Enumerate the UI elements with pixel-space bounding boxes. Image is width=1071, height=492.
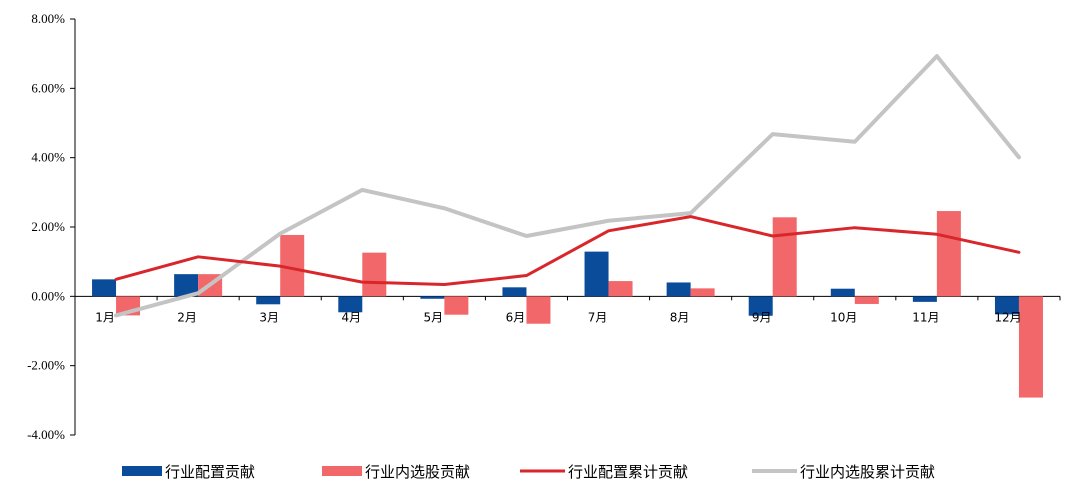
x-tick-label: 6月 [506,310,526,324]
bar-series [92,211,1043,398]
bar-allocation-6 [502,287,527,297]
line-series [114,54,1021,318]
x-tick-label: 9月 [752,310,772,324]
bar-allocation-8 [666,282,691,297]
legend-swatch [322,466,362,476]
x-tick-label: 8月 [670,310,690,324]
bar-selection-12 [1018,296,1043,398]
bar-allocation-3 [256,296,281,305]
bar-allocation-7 [584,251,609,297]
x-tick-label: 11月 [912,310,939,324]
x-tick-label: 10月 [830,310,857,324]
x-tick-label: 12月 [994,310,1021,324]
x-axis-labels: 1月 2月 3月 4月 5月 6月 7月 8月 9月 10月 11月 12月 [95,310,1021,324]
bar-selection-5 [444,296,469,315]
bar-selection-7 [608,281,633,297]
bar-allocation-5 [420,296,445,299]
legend-swatch [122,466,162,476]
bar-allocation-9 [748,296,773,316]
x-tick-label: 3月 [259,310,279,324]
bar-selection-4 [362,252,387,297]
x-tick-label: 4月 [341,310,361,324]
y-axis: 8.00% 6.00% 4.00% 2.00% 0.00% -2.00% -4.00% [27,11,1061,442]
bar-allocation-10 [830,288,855,297]
legend: 行业配置贡献 行业内选股贡献 行业配置累计贡献 行业内选股累计贡献 [122,463,935,481]
y-tick-label: 8.00% [31,11,65,26]
y-tick-label: 6.00% [31,80,65,95]
x-tick-label: 5月 [424,310,444,324]
bar-selection-8 [690,288,715,297]
legend-label: 行业配置贡献 [165,463,255,481]
bar-allocation-4 [338,296,363,313]
line-allocation-cumulative [114,215,1021,287]
bar-allocation-11 [912,296,937,302]
bar-selection-10 [854,296,879,304]
y-tick-label: 2.00% [31,219,65,234]
y-tick-label: -4.00% [27,427,65,442]
x-tick-label: 2月 [177,310,197,324]
legend-label: 行业内选股贡献 [365,463,470,481]
bar-selection-6 [526,296,551,324]
bar-allocation-2 [174,274,199,297]
x-tick-label: 1月 [95,310,115,324]
y-tick-label: 0.00% [31,288,65,303]
y-tick-label: 4.00% [31,150,65,165]
bar-allocation-1 [92,279,117,297]
line-selection-cumulative [114,54,1021,318]
legend-label: 行业配置累计贡献 [568,463,688,481]
bar-allocation-12 [994,296,1019,315]
x-tick-label: 7月 [588,310,608,324]
y-tick-label: -2.00% [27,358,65,373]
legend-label: 行业内选股累计贡献 [800,463,935,481]
bar-selection-9 [772,217,797,297]
bar-selection-11 [936,211,961,297]
